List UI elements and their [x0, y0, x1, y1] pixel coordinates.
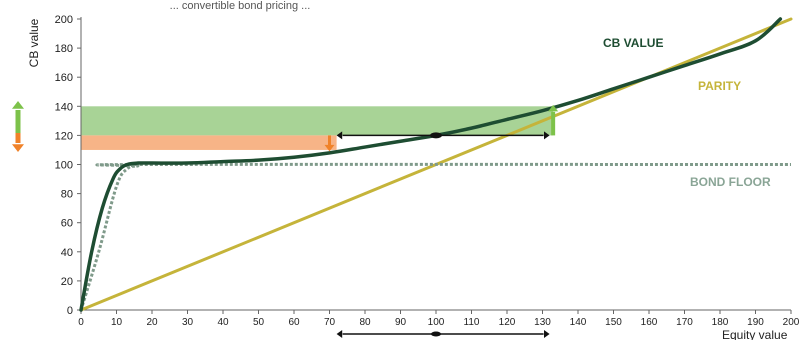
y-tick-label: 100 [55, 160, 73, 172]
y-tick-label: 200 [55, 14, 73, 26]
bottom-arrow-left-head [336, 330, 343, 338]
x-tick-label: 40 [217, 317, 229, 328]
y-tick-label: 20 [61, 276, 73, 288]
y-tick-label: 120 [55, 130, 73, 142]
legend-down-arrow-head [12, 144, 24, 152]
x-tick-label: 140 [570, 317, 587, 328]
x-tick-label: 100 [428, 317, 445, 328]
y-tick-label: 60 [61, 218, 73, 230]
parity-label: PARITY [698, 79, 741, 93]
range-arrow-right-head [544, 131, 550, 140]
title-fragment: ... convertible bond pricing ... [170, 0, 311, 12]
bands-layer [81, 106, 554, 150]
legend-up-arrow-head [12, 101, 24, 109]
x-tick-label: 170 [676, 317, 693, 328]
series-cb-value [79, 17, 783, 312]
bond-floor-label: BOND FLOOR [690, 175, 771, 189]
x-tick-label: 20 [146, 317, 158, 328]
x-tick-label: 110 [464, 317, 480, 328]
band-upside [81, 106, 554, 136]
y-tick-label: 160 [55, 72, 73, 84]
cb-value-label: CB VALUE [603, 36, 663, 50]
x-tick-label: 190 [747, 317, 764, 328]
downside-arrow-head [324, 144, 335, 152]
upside-arrow-head [548, 104, 559, 112]
x-tick-label: 30 [182, 317, 194, 328]
y-tick-label: 180 [55, 43, 73, 55]
x-tick-label: 130 [534, 317, 551, 328]
bottom-arrow-right-head [544, 330, 550, 338]
axes-layer: 0 20 40 60 80 100 120 140 160 180 200 0 10 20 30 40 50 60… [55, 14, 800, 328]
x-tick-label: 90 [395, 317, 407, 328]
range-arrow-left-head [336, 131, 343, 140]
x-tick-label: 120 [499, 317, 516, 328]
x-tick-label: 80 [359, 317, 371, 328]
y-tick-label: 80 [61, 189, 73, 201]
lines-layer [79, 17, 793, 312]
series-bond-floor [79, 162, 792, 311]
x-tick-label: 200 [783, 317, 800, 328]
y-tick-label: 140 [55, 101, 73, 113]
bottom-arrow-center-dot [431, 331, 441, 337]
y-tick-label: 40 [61, 247, 73, 259]
x-tick-label: 60 [288, 317, 300, 328]
x-axis-label: Equity value [722, 328, 788, 340]
x-tick-label: 50 [253, 317, 265, 328]
x-tick-label: 180 [712, 317, 729, 328]
range-arrow-center-dot [430, 132, 442, 139]
annotations-layer [12, 101, 559, 338]
y-axis-label: CB value [27, 18, 41, 67]
x-tick-label: 160 [641, 317, 658, 328]
band-downside [81, 135, 337, 150]
x-tick-label: 10 [111, 317, 123, 328]
y-tick-label: 0 [67, 305, 73, 317]
x-tick-label: 70 [324, 317, 336, 328]
x-tick-label: 150 [605, 317, 622, 328]
x-tick-label: 0 [78, 317, 84, 328]
